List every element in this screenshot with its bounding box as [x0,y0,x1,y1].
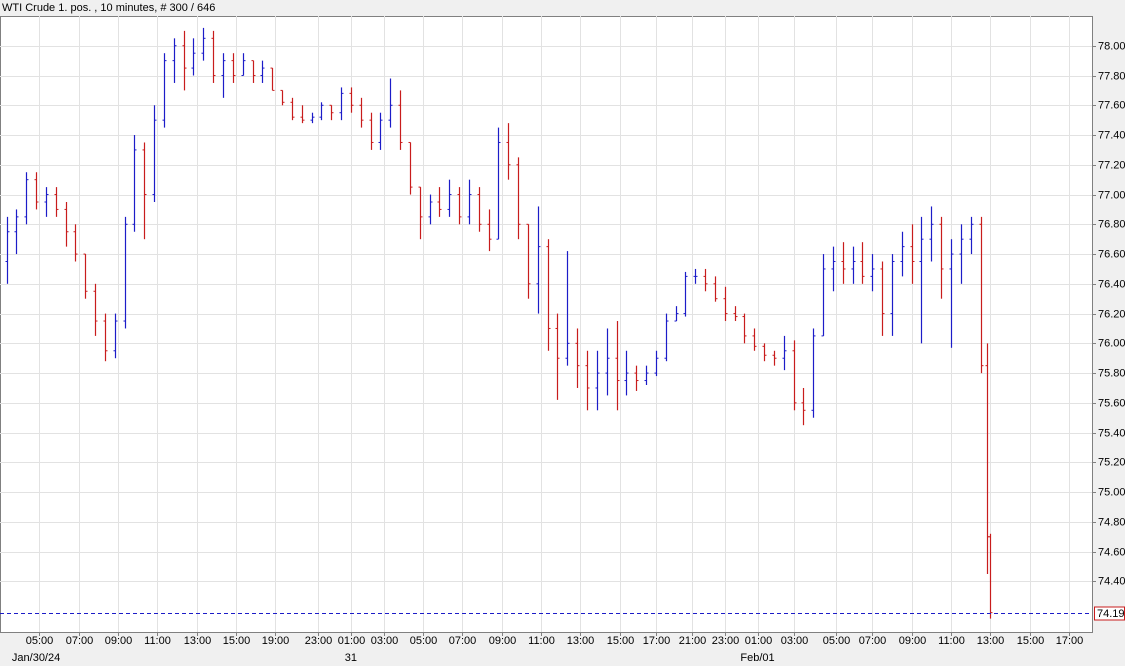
y-tick-label: 75.00 [1098,486,1125,498]
x-tick-label: 07:00 [66,635,94,647]
y-tick-label: 75.60 [1098,397,1125,409]
x-tick-label: 05:00 [823,635,851,647]
date-label: Feb/01 [740,652,774,664]
x-tick-label: 09:00 [899,635,927,647]
x-tick-label: 11:00 [938,635,965,647]
y-tick-label: 75.40 [1098,427,1125,439]
y-tick-label: 74.40 [1098,575,1125,587]
y-tick-label: 76.80 [1098,218,1125,230]
y-tick-label: 76.20 [1098,308,1125,320]
x-tick-label: 03:00 [371,635,399,647]
date-label: Jan/30/24 [12,652,60,664]
last-price-label: 74.19 [1097,608,1125,620]
y-tick-label: 74.80 [1098,516,1125,528]
x-tick-label: 23:00 [712,635,740,647]
x-tick-label: 05:00 [26,635,54,647]
y-tick-label: 77.40 [1098,129,1125,141]
x-tick-label: 17:00 [1056,635,1084,647]
x-tick-label: 01:00 [338,635,366,647]
y-tick-label: 77.00 [1098,189,1125,201]
x-tick-label: 07:00 [449,635,477,647]
x-tick-label: 15:00 [223,635,251,647]
x-tick-label: 11:00 [144,635,171,647]
x-tick-label: 15:00 [607,635,635,647]
y-tick-label: 77.20 [1098,159,1125,171]
x-tick-label: 05:00 [410,635,438,647]
x-tick-label: 17:00 [643,635,671,647]
y-tick-label: 75.80 [1098,367,1125,379]
x-tick-label: 09:00 [489,635,517,647]
y-tick-label: 77.60 [1098,99,1125,111]
x-tick-label: 13:00 [977,635,1005,647]
y-tick-label: 74.60 [1098,546,1125,558]
x-tick-label: 07:00 [859,635,887,647]
x-tick-label: 09:00 [105,635,133,647]
y-tick-label: 75.20 [1098,456,1125,468]
y-tick-label: 77.80 [1098,70,1125,82]
y-tick-label: 78.00 [1098,40,1125,52]
x-tick-label: 21:00 [679,635,707,647]
chart-title: WTI Crude 1. pos. , 10 minutes, # 300 / … [2,2,215,14]
axes: 74.40 74.60 74.80 75.00 75.20 75.40 75.60 75.80… [12,40,1125,664]
grid [0,16,1092,632]
x-tick-label: 13:00 [184,635,212,647]
y-tick-label: 76.00 [1098,337,1125,349]
y-tick-label: 76.60 [1098,248,1125,260]
x-tick-label: 11:00 [528,635,555,647]
x-tick-label: 15:00 [1017,635,1045,647]
plot-area [0,16,1093,633]
x-tick-label: 23:00 [305,635,333,647]
bars [0,27,1092,619]
x-tick-label: 03:00 [781,635,809,647]
x-tick-label: 13:00 [567,635,595,647]
y-tick-label: 76.40 [1098,278,1125,290]
x-tick-label: 19:00 [262,635,290,647]
date-label: 31 [345,652,357,664]
x-tick-label: 01:00 [745,635,773,647]
